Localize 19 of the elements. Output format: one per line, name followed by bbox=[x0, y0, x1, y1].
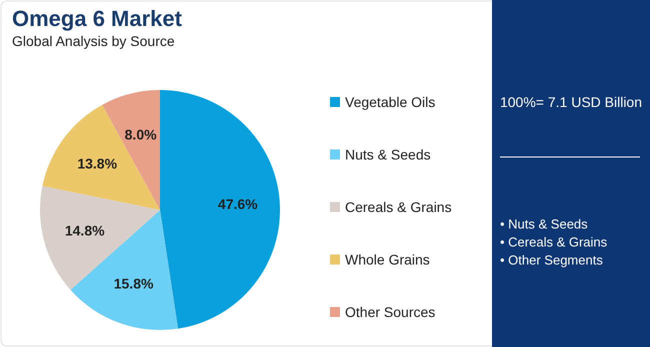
data-label: 14.8% bbox=[64, 222, 106, 238]
text: • Other Segments bbox=[500, 252, 604, 268]
chart-subtitle: Global Analysis by Source bbox=[12, 33, 175, 49]
legend-label: Whole Grains bbox=[345, 251, 430, 268]
data-label: 47.6% bbox=[218, 196, 258, 212]
legend-label: Cereals & Grains bbox=[345, 198, 452, 215]
pie-slice bbox=[42, 104, 160, 210]
pie-slice bbox=[160, 90, 280, 329]
text: • Nuts & Seeds bbox=[500, 216, 588, 232]
legend-label: Other Sources bbox=[345, 304, 436, 320]
chart-title: Omega 6 Market bbox=[12, 6, 183, 31]
legend-label: Nuts & Seeds bbox=[345, 146, 431, 162]
data-label: 8.0% bbox=[124, 126, 158, 142]
data-label: 15.8% bbox=[114, 275, 154, 292]
data-label: 13.8% bbox=[77, 156, 118, 172]
text: 100%= 7.1 USD Billion bbox=[500, 94, 642, 110]
text: • Cereals & Grains bbox=[500, 234, 608, 250]
legend-label: Vegetable Oils bbox=[345, 94, 436, 110]
pie-slice bbox=[40, 186, 160, 290]
